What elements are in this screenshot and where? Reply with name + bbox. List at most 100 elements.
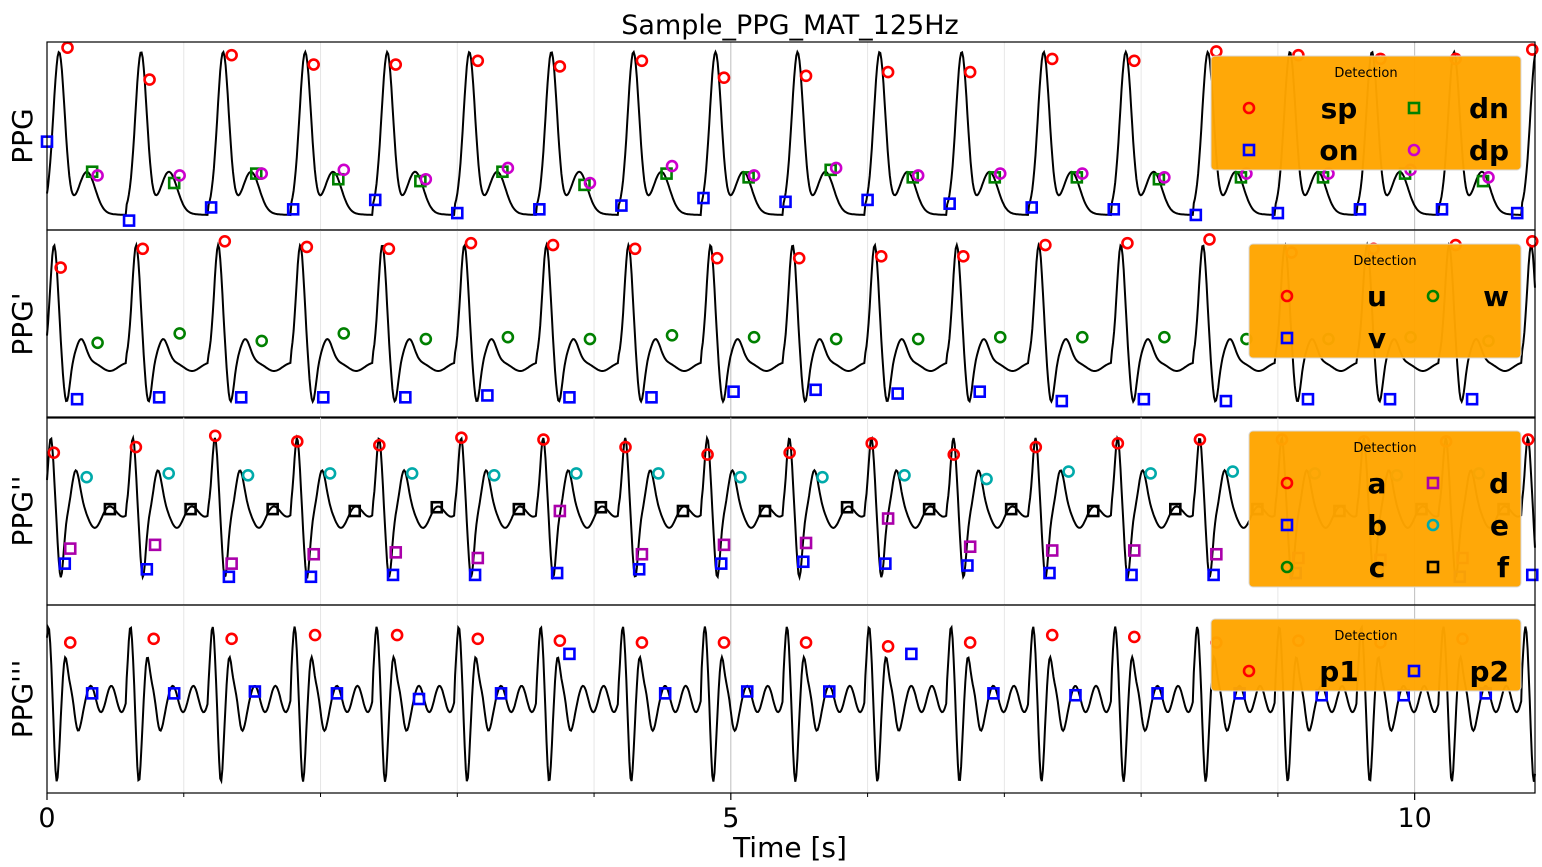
- marker-dn: [332, 172, 345, 186]
- marker-p2: [167, 687, 181, 700]
- marker-u: [1121, 236, 1134, 250]
- marker-a: [783, 446, 796, 460]
- marker-w: [665, 328, 679, 342]
- legend-label-p2: p2: [1469, 655, 1509, 688]
- marker-w: [993, 330, 1007, 344]
- marker-b: [879, 557, 892, 570]
- marker-f: [1004, 502, 1018, 516]
- marker-dp: [747, 169, 761, 182]
- marker-d: [307, 547, 320, 561]
- marker-f: [512, 502, 526, 516]
- legend-label-d: d: [1489, 467, 1509, 500]
- marker-p1: [963, 636, 977, 649]
- marker-sp: [963, 65, 977, 79]
- marker-u: [957, 250, 970, 263]
- marker-sp: [553, 60, 567, 73]
- marker-v: [70, 392, 84, 406]
- marker-b: [1525, 568, 1539, 582]
- marker-on: [1189, 208, 1203, 222]
- marker-u: [136, 242, 150, 256]
- marker-p1: [63, 636, 77, 649]
- marker-d: [1127, 544, 1141, 557]
- marker-e: [1062, 465, 1075, 478]
- marker-on: [1353, 203, 1367, 216]
- marker-dp: [501, 161, 515, 175]
- legend-marker-f: [1426, 560, 1440, 574]
- marker-dp: [419, 172, 433, 186]
- marker-d: [148, 538, 162, 552]
- legend-marker-w: [1426, 289, 1440, 303]
- marker-on: [1435, 203, 1449, 216]
- marker-w: [91, 336, 104, 350]
- y-axis-label: PPG'': [6, 476, 39, 547]
- marker-f: [430, 500, 444, 514]
- marker-b: [632, 562, 646, 576]
- marker-u: [710, 251, 724, 265]
- legend-marker-dn: [1407, 101, 1421, 115]
- marker-b: [304, 570, 318, 584]
- marker-v: [1465, 392, 1479, 406]
- marker-v: [316, 391, 330, 404]
- marker-a: [47, 446, 61, 460]
- marker-w: [747, 330, 761, 344]
- marker-p1: [1045, 628, 1059, 642]
- marker-a: [129, 440, 143, 454]
- marker-p1: [1127, 630, 1141, 644]
- legend: Detection abc def: [1248, 430, 1522, 588]
- marker-u: [546, 238, 560, 252]
- marker-v: [809, 383, 822, 397]
- marker-sp: [717, 71, 731, 85]
- marker-on: [533, 203, 546, 216]
- marker-e: [323, 467, 337, 480]
- marker-e: [1226, 465, 1240, 478]
- marker-w: [173, 327, 186, 340]
- marker-a: [947, 448, 961, 461]
- legend-marker-sp: [1242, 101, 1256, 115]
- panel-frame: [46, 604, 1536, 794]
- legend-title: Detection: [1353, 441, 1416, 456]
- legend-label-c: c: [1369, 551, 1386, 584]
- marker-f: [348, 504, 362, 518]
- marker-p2: [330, 687, 344, 700]
- marker-on: [943, 197, 956, 210]
- marker-dp: [1076, 167, 1089, 180]
- marker-w: [337, 327, 351, 340]
- marker-d: [799, 536, 813, 550]
- marker-a: [1111, 437, 1125, 450]
- legend-marker-e: [1426, 518, 1440, 532]
- marker-on: [779, 195, 792, 209]
- legend-marker-b: [1280, 518, 1294, 532]
- legend-label-a: a: [1368, 467, 1387, 500]
- marker-a: [208, 429, 222, 443]
- marker-b: [550, 566, 564, 580]
- marker-w: [501, 330, 515, 344]
- marker-p2: [1069, 688, 1082, 702]
- marker-dp: [1482, 171, 1495, 184]
- x-axis-label: Time [s]: [732, 831, 847, 863]
- marker-a: [290, 435, 304, 448]
- legend: Detection uv w: [1248, 243, 1522, 359]
- x-tick-label: 5: [722, 803, 739, 834]
- marker-w: [911, 332, 925, 346]
- marker-v: [152, 391, 166, 404]
- marker-sp: [389, 58, 403, 71]
- marker-b: [714, 557, 728, 570]
- legend-marker-d: [1426, 476, 1440, 490]
- marker-v: [1219, 394, 1233, 408]
- marker-f: [184, 502, 197, 516]
- marker-f: [922, 502, 936, 516]
- legend-label-sp: sp: [1321, 92, 1358, 125]
- marker-v: [563, 391, 576, 404]
- marker-a: [1193, 433, 1207, 446]
- marker-f: [1169, 502, 1182, 516]
- marker-e: [569, 467, 583, 480]
- marker-v: [973, 385, 987, 398]
- marker-p2: [822, 685, 836, 698]
- marker-f: [758, 504, 772, 518]
- marker-b: [468, 568, 482, 582]
- marker-u: [382, 242, 396, 256]
- marker-on: [861, 193, 874, 207]
- x-tick-label: 0: [38, 803, 55, 834]
- marker-dn: [249, 167, 263, 180]
